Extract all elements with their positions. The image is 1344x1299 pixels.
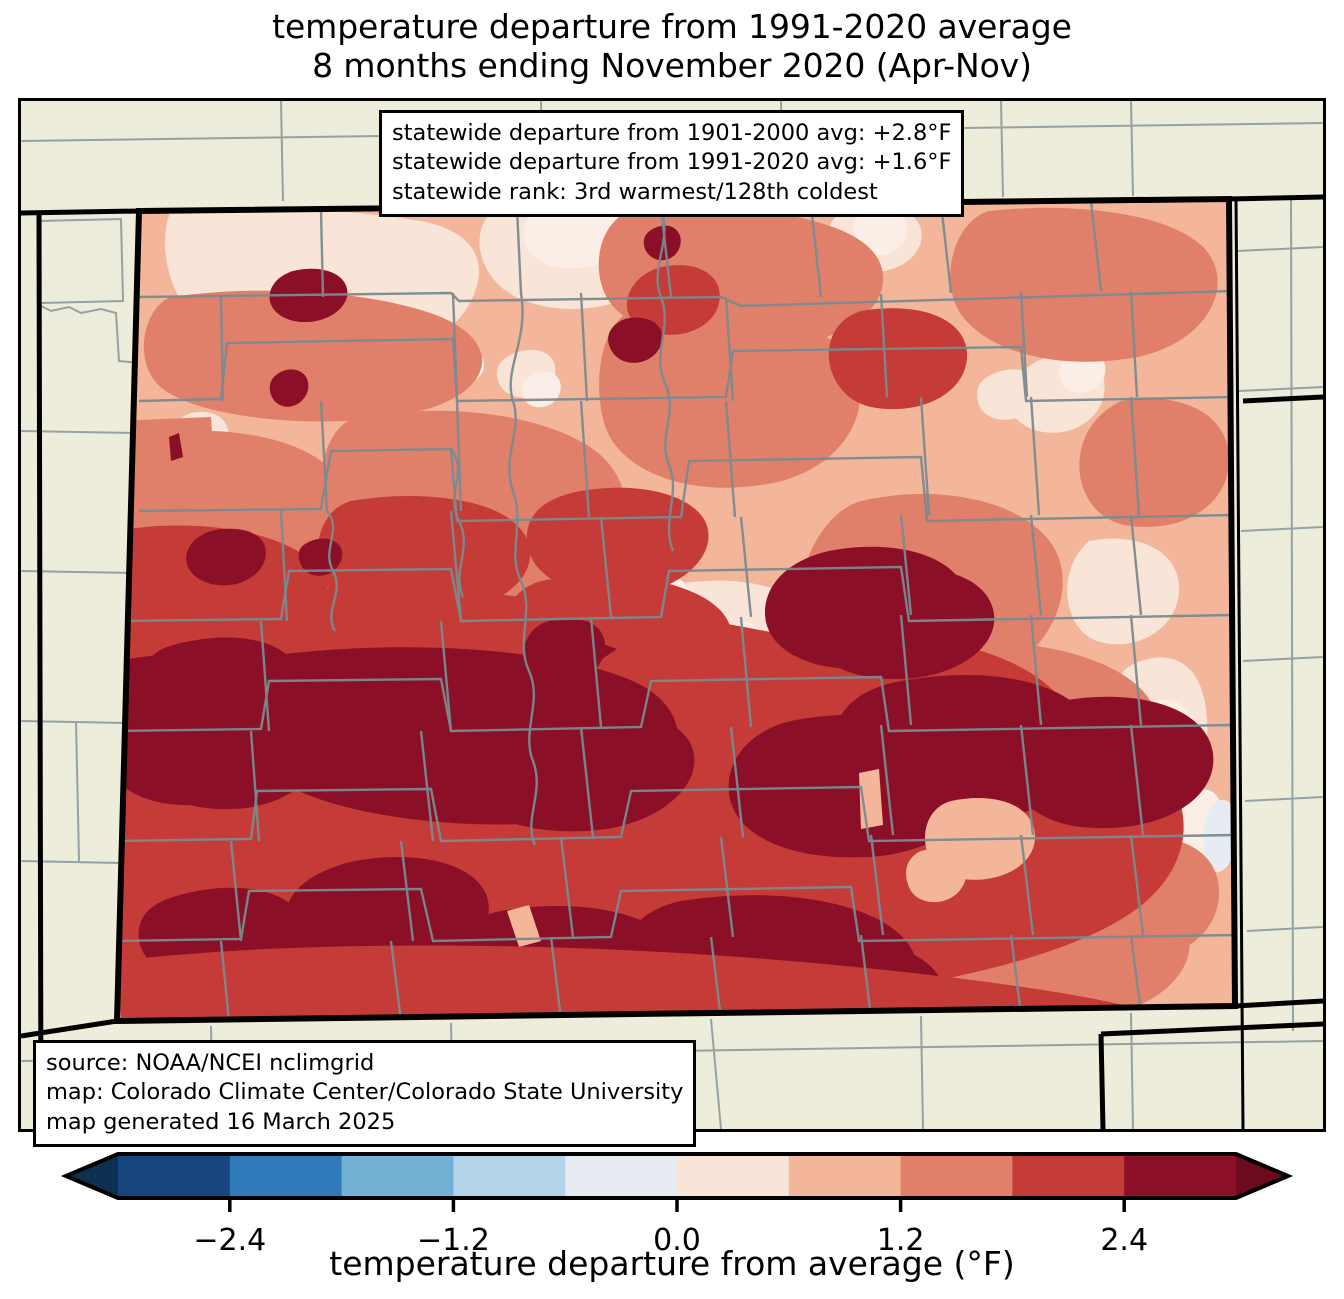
colorbar-band [1124, 1154, 1237, 1198]
stats-line-2: statewide departure from 1991-2020 avg: … [392, 149, 952, 176]
colorbar-band [677, 1154, 790, 1198]
colorbar-band [900, 1154, 1013, 1198]
colorbar-svg: −2.4 −1.2 0.0 1.2 2.4 [60, 1152, 1294, 1258]
colorbar-band [565, 1154, 678, 1198]
colorbar-tick-label: −2.4 [193, 1223, 266, 1258]
statewide-stats-box: statewide departure from 1901-2000 avg: … [379, 110, 965, 217]
title-line-2: 8 months ending November 2020 (Apr-Nov) [312, 45, 1032, 85]
stats-line-3: statewide rank: 3rd warmest/128th coldes… [392, 178, 878, 205]
colorbar-tick-label: 2.4 [1100, 1223, 1148, 1258]
colorbar-under-arrow [66, 1154, 118, 1198]
colorbar-band [118, 1154, 231, 1198]
colorbar-over-arrow [1236, 1154, 1288, 1198]
colorbar: −2.4 −1.2 0.0 1.2 2.4 [0, 1146, 1344, 1299]
colorado-temperature-departure-map [21, 101, 1323, 1129]
page-title: temperature departure from 1991-2020 ave… [0, 7, 1344, 86]
colorbar-tick-label: −1.2 [417, 1223, 490, 1258]
colorbar-outline [60, 1152, 1294, 1200]
colorbar-tick-label: 0.0 [653, 1223, 701, 1258]
source-line-2: map: Colorado Climate Center/Colorado St… [46, 1079, 684, 1106]
colorado-county-lines [117, 200, 1235, 1021]
title-line-1: temperature departure from 1991-2020 ave… [272, 7, 1072, 46]
colorbar-axis-label: temperature departure from average (°F) [329, 1244, 1015, 1283]
colorbar-band [341, 1154, 454, 1198]
colorbar-tick-label: 1.2 [877, 1223, 925, 1258]
colorbar-band [1012, 1154, 1125, 1198]
temperature-departure-contours [117, 199, 1235, 1021]
colorbar-bands [66, 1154, 1288, 1198]
source-credit-box: source: NOAA/NCEI nclimgrid map: Colorad… [33, 1040, 697, 1147]
contour-reinforce-band [117, 945, 1141, 1021]
stats-line-1: statewide departure from 1901-2000 avg: … [392, 120, 952, 146]
colorbar-band [788, 1154, 902, 1198]
colorbar-band [453, 1154, 566, 1198]
source-line-1: source: NOAA/NCEI nclimgrid [46, 1050, 375, 1076]
map-panel [18, 98, 1326, 1132]
colorbar-band [229, 1154, 343, 1198]
colorbar-ticks: −2.4 −1.2 0.0 1.2 2.4 [193, 1198, 1148, 1258]
source-line-3: map generated 16 March 2025 [46, 1108, 396, 1135]
colorbar-border [60, 1152, 1294, 1200]
neighbor-state-borders [21, 194, 1323, 1129]
